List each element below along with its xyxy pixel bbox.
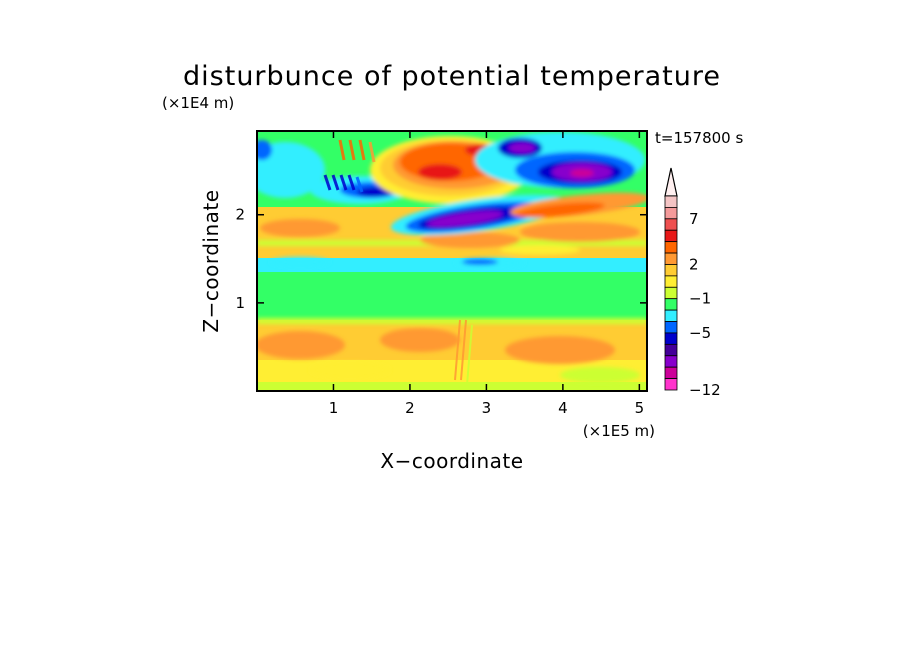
low-green-strip xyxy=(257,318,647,324)
upper-orange-1 xyxy=(260,219,340,237)
x-tick-label: 4 xyxy=(558,399,568,417)
upper-left-blue xyxy=(257,140,272,160)
colorbar-swatch xyxy=(664,207,678,220)
colorbar-tick-label: −1 xyxy=(689,290,711,308)
top-purple-2 xyxy=(509,143,535,153)
layer-mid-green xyxy=(257,270,647,320)
right-orange-band-2 xyxy=(515,202,605,218)
colorbar-tick-label: −12 xyxy=(689,381,721,399)
layer-cyan-band xyxy=(257,256,647,272)
colorbar-swatch xyxy=(664,218,678,231)
upper-left-cyan xyxy=(257,142,325,198)
x-unit-label: (×1E5 m) xyxy=(583,422,655,440)
upper-orange-3 xyxy=(420,232,520,248)
colorbar-swatch xyxy=(664,229,678,243)
colorbar-swatch xyxy=(664,343,678,357)
y-tick-label: 1 xyxy=(235,294,245,312)
x-tick-label: 3 xyxy=(482,399,492,417)
colorbar-swatch xyxy=(664,286,678,300)
mid-blue-spot xyxy=(462,259,498,265)
x-tick-label: 5 xyxy=(635,399,645,417)
colorbar-swatch xyxy=(664,321,678,334)
x-tick-label: 2 xyxy=(405,399,415,417)
colorbar-swatch xyxy=(664,332,678,345)
low-yellow-patch-1 xyxy=(310,362,390,378)
colorbar-swatch xyxy=(664,241,678,254)
plot-frame xyxy=(256,130,648,392)
colorbar-swatch xyxy=(664,309,678,322)
colorbar-swatch xyxy=(664,355,678,368)
low-orange-blob-1 xyxy=(257,331,345,359)
layer-surface xyxy=(257,380,647,391)
chart-title: disturbunce of potential temperature xyxy=(183,61,721,92)
upper-orange-2 xyxy=(520,222,640,242)
colorbar-tick-label: −5 xyxy=(689,324,711,342)
upper-mid-navy xyxy=(357,187,393,197)
wave-striations xyxy=(323,139,473,386)
colorbar-swatch xyxy=(664,252,678,265)
colorbar-arrow xyxy=(664,167,678,197)
top-magenta xyxy=(570,169,594,177)
time-label: t=157800 s xyxy=(655,129,743,147)
colorbar: 7 2 −1 −5 −12 xyxy=(664,167,721,399)
x-axis: 1 2 3 4 5 xyxy=(329,131,644,417)
low-yellow-patch-2 xyxy=(560,367,640,383)
low-orange-blob-3 xyxy=(505,336,615,364)
mid-cyan-spot-1 xyxy=(270,257,330,267)
x-axis-label: X−coordinate xyxy=(380,449,523,473)
y-axis-label: Z−coordinate xyxy=(199,189,223,332)
colorbar-swatch xyxy=(664,298,678,311)
upper-yellow-1 xyxy=(500,245,580,255)
colorbar-swatch xyxy=(664,195,678,208)
colorbar-tick-label: 2 xyxy=(689,255,699,273)
colorbar-tick-label: 7 xyxy=(689,210,699,228)
cold-band-purple xyxy=(427,211,503,227)
contour-field xyxy=(257,131,647,391)
warm-red-1 xyxy=(418,164,462,180)
x-tick-label: 1 xyxy=(329,399,339,417)
y-tick-label: 2 xyxy=(235,206,245,224)
low-orange-blob-2 xyxy=(380,328,460,352)
colorbar-swatch xyxy=(664,264,678,277)
colorbar-swatch xyxy=(664,378,678,391)
y-unit-label: (×1E4 m) xyxy=(162,94,234,112)
colorbar-swatch xyxy=(664,275,678,288)
y-axis: 12 xyxy=(235,206,647,312)
colorbar-swatch xyxy=(664,366,678,379)
